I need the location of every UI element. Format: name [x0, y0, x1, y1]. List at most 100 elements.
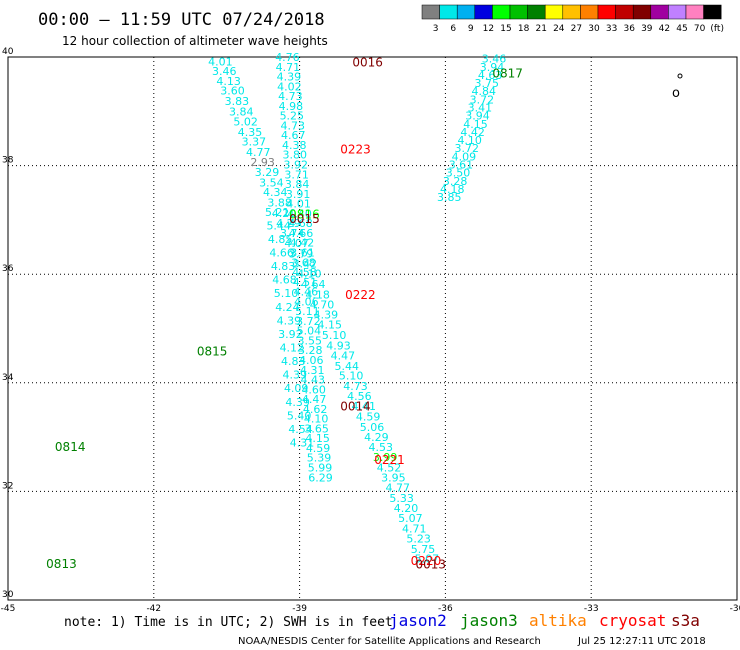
color-swatch — [650, 4, 669, 20]
svg-text:o: o — [672, 86, 680, 101]
wave-height-value: 4.56 — [347, 390, 372, 403]
wave-height-value: 4.09 — [284, 382, 309, 395]
wave-height-value: 5.99 — [308, 462, 333, 475]
pass-time-label: 0817 — [492, 66, 523, 80]
wave-height-value: 4.60 — [301, 383, 326, 396]
wave-height-value: 4.43 — [300, 374, 325, 387]
credit-text: NOAA/NESDIS Center for Satellite Applica… — [238, 636, 541, 647]
wave-height-value: 3.72 — [470, 93, 495, 106]
wave-height-value: 3.91 — [286, 188, 311, 201]
wave-height-value: 3.61 — [290, 246, 315, 259]
color-swatch — [439, 4, 458, 20]
wave-height-value: 4.47 — [302, 393, 327, 406]
wave-height-value: 4.59 — [306, 442, 331, 455]
wave-height-value: 4.18 — [305, 288, 330, 301]
wave-height-value: 4.71 — [402, 522, 427, 535]
wave-height-value: 5.44 — [334, 360, 359, 373]
wave-height-value: 4.02 — [277, 80, 302, 93]
x-tick-label: -30 — [730, 604, 740, 614]
wave-height-value: 4.62 — [303, 403, 328, 416]
wave-height-value: 5.10 — [274, 287, 299, 300]
wave-height-value: 3.84 — [285, 178, 310, 191]
wave-height-value: 5.06 — [360, 421, 385, 434]
color-scale-label: 24 — [553, 24, 565, 34]
wave-height-value: 3.85 — [437, 191, 462, 204]
color-swatch — [615, 4, 634, 20]
wave-height-value: 3.95 — [381, 471, 406, 484]
color-scale-label: 18 — [518, 24, 530, 34]
wave-height-value: 5.02 — [233, 116, 258, 129]
wave-height-value: 3.46 — [212, 65, 237, 78]
wave-height-value: 4.24 — [275, 301, 300, 314]
color-swatch — [580, 4, 599, 20]
wave-height-value: 4.39 — [277, 314, 302, 327]
pass-time-label: 0014 — [340, 400, 371, 414]
axis-ticks: -45 -42 -39 -36 -33 -30 30 32 34 36 38 40 — [1, 47, 740, 614]
wave-height-value: 5.75 — [411, 543, 436, 556]
wave-height-value: 3.50 — [446, 167, 471, 180]
wave-height-value: 4.38 — [282, 139, 307, 152]
chart-title: 00:00 – 11:59 UTC 07/24/2018 — [38, 10, 325, 30]
color-scale-label: 9 — [468, 24, 474, 34]
wave-height-value: 3.42 — [293, 257, 318, 270]
wave-height-value: 4.31 — [300, 364, 325, 377]
color-swatch — [544, 4, 564, 20]
wave-height-value: 4.51 — [293, 276, 318, 289]
color-swatch — [703, 4, 722, 20]
wave-height-value: 4.10 — [304, 413, 329, 426]
wave-height-value: 4.76 — [275, 51, 300, 64]
wave-height-value: 3.79 — [289, 248, 314, 261]
wave-height-value: 4.20 — [394, 502, 419, 515]
wave-height-value: 3.68 — [291, 256, 316, 269]
wave-height-value: 4.01 — [286, 198, 311, 211]
wave-height-value: 4.68 — [272, 274, 297, 287]
wave-height-value: 4.39 — [314, 308, 339, 321]
color-swatch — [456, 4, 476, 20]
wave-height-value: 3.88 — [267, 197, 292, 210]
wave-height-value: 4.47 — [331, 350, 356, 363]
wave-height-value: 5.04 — [297, 325, 322, 338]
wave-height-value: 4.63 — [478, 69, 503, 82]
wave-height-value: 3.41 — [468, 101, 493, 114]
wave-height-value: 5.25 — [280, 110, 305, 123]
wave-height-value: 4.10 — [457, 134, 482, 147]
wave-height-value: 4.98 — [279, 100, 304, 113]
wave-height-value: 3.60 — [220, 85, 245, 98]
color-scale-label: 33 — [606, 24, 617, 34]
pass-time-label: 0221 — [374, 453, 405, 467]
color-swatch — [474, 4, 493, 20]
y-tick-label: 32 — [2, 481, 13, 491]
color-scale-label: 39 — [641, 24, 653, 34]
color-scale-label: 12 — [483, 24, 494, 34]
color-scale-label: 30 — [588, 24, 600, 34]
wave-height-value: 3.46 — [482, 53, 507, 66]
wave-height-value: 5.40 — [287, 409, 312, 422]
wave-height-value: 3.29 — [255, 166, 280, 179]
wave-height-value: 3.72 — [455, 142, 480, 155]
wave-height-value: 4.01 — [208, 55, 233, 68]
wave-height-value: 5.39 — [307, 452, 332, 465]
wave-height-value: 3.83 — [225, 95, 250, 108]
x-tick-label: -39 — [292, 604, 307, 614]
color-scale-label: 3 — [433, 24, 439, 34]
y-tick-label: 40 — [2, 47, 14, 57]
wave-height-value: 4.77 — [246, 146, 271, 159]
wave-height-value: 4.54 — [288, 423, 313, 436]
wave-height-value: 4.06 — [299, 354, 324, 367]
pass-time-label: 0013 — [416, 558, 447, 572]
wave-height-value: 4.35 — [238, 126, 263, 139]
color-swatch — [562, 4, 581, 20]
wave-height-value: 4.41 — [352, 400, 377, 413]
wave-height-value: 3.54 — [259, 176, 284, 189]
pass-time-label: 0222 — [345, 288, 376, 302]
pass-time-label: 0223 — [340, 142, 371, 156]
color-swatch — [597, 4, 616, 20]
color-swatch — [685, 4, 704, 20]
wave-height-value: 4.67 — [281, 129, 306, 142]
color-swatch — [527, 4, 546, 20]
y-tick-label: 38 — [2, 156, 14, 166]
color-scale-label: 45 — [676, 24, 687, 34]
wave-height-value: 4.34 — [263, 186, 288, 199]
